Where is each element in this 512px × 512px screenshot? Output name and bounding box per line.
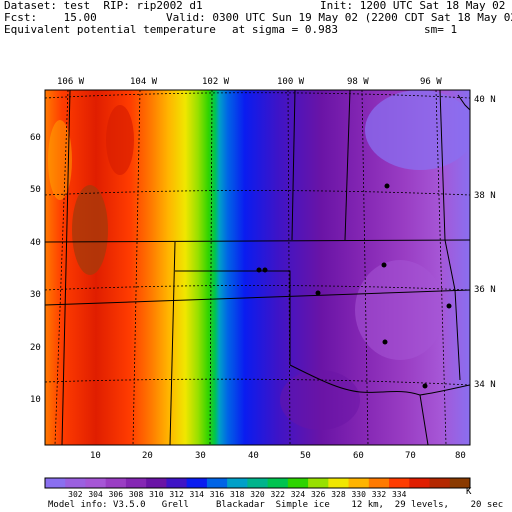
smoothing-label: sm= 1 xyxy=(424,23,458,36)
legend-swatch xyxy=(429,478,451,488)
y-tick-label: 60 xyxy=(30,133,41,143)
legend-value-label: 322 xyxy=(271,490,286,499)
station-dot xyxy=(384,183,390,189)
longitude-labels: 106 W 104 W 102 W 100 W 98 W 96 W xyxy=(57,77,442,87)
lon-label: 104 W xyxy=(130,77,158,87)
station-dot xyxy=(315,290,321,296)
x-axis-ticks: 10 20 30 40 50 60 70 80 xyxy=(90,451,466,461)
y-tick-label: 30 xyxy=(30,290,41,300)
legend-swatch xyxy=(206,478,228,488)
legend-value-label: 332 xyxy=(372,490,387,499)
field-name-label: Equivalent potential temperature xyxy=(4,23,216,36)
theta-e-field xyxy=(45,90,470,445)
legend-swatch xyxy=(368,478,390,488)
init-label: Init: 1200 UTC Sat 18 May 02 xyxy=(320,0,506,12)
lat-label: 36 N xyxy=(474,285,496,295)
legend-value-label: 326 xyxy=(311,490,326,499)
legend-swatch xyxy=(409,478,431,488)
legend-value-label: 302 xyxy=(68,490,83,499)
legend-swatch xyxy=(247,478,269,488)
legend-swatch xyxy=(125,478,147,488)
legend-swatch xyxy=(389,478,410,488)
legend-value-label: 306 xyxy=(109,490,124,499)
model-info-footer: Model info: V3.5.0 Grell Blackadar Simpl… xyxy=(48,500,504,510)
station-dot xyxy=(422,383,428,389)
legend-swatch xyxy=(45,478,66,488)
legend-swatch xyxy=(227,478,248,488)
valid-time-label: Valid: 0300 UTC Sun 19 May 02 (2200 CDT … xyxy=(166,11,512,24)
station-markers xyxy=(256,183,452,389)
latitude-labels: 40 N 38 N 36 N 34 N xyxy=(474,95,496,390)
legend-value-label: 304 xyxy=(88,490,103,499)
legend-value-label: 320 xyxy=(250,490,265,499)
station-dot xyxy=(382,339,388,345)
legend-unit: K xyxy=(466,487,472,497)
state-boundaries xyxy=(44,89,471,446)
x-tick-label: 80 xyxy=(455,451,466,461)
x-tick-label: 50 xyxy=(300,451,311,461)
legend-value-label: 334 xyxy=(392,490,407,499)
legend-outline xyxy=(44,477,471,489)
station-dot xyxy=(262,267,268,273)
legend-swatch xyxy=(449,478,471,488)
legend-labels: 302 304 306 308 310 312 314 316 318 320 322 324 326 3… xyxy=(68,490,406,499)
legend-swatch xyxy=(267,478,289,488)
legend-value-label: 312 xyxy=(169,490,184,499)
lat-label: 34 N xyxy=(474,380,496,390)
graticule xyxy=(44,89,471,446)
lat-label: 40 N xyxy=(474,95,496,105)
x-tick-label: 20 xyxy=(142,451,153,461)
x-tick-label: 70 xyxy=(405,451,416,461)
legend-value-label: 308 xyxy=(129,490,144,499)
legend-value-label: 318 xyxy=(230,490,245,499)
legend-swatch xyxy=(65,478,86,488)
legend-swatch xyxy=(328,478,350,488)
legend-swatch xyxy=(287,478,309,488)
y-tick-label: 50 xyxy=(30,185,41,195)
station-dot xyxy=(256,267,262,273)
x-tick-label: 40 xyxy=(248,451,259,461)
color-legend xyxy=(44,477,471,489)
legend-swatch xyxy=(85,478,107,488)
legend-swatch xyxy=(348,478,370,488)
station-dot xyxy=(446,303,452,309)
legend-swatch xyxy=(186,478,208,488)
x-tick-label: 10 xyxy=(90,451,101,461)
sigma-label: at sigma = 0.983 xyxy=(232,23,338,36)
legend-value-label: 316 xyxy=(210,490,225,499)
lon-label: 106 W xyxy=(57,77,85,87)
lon-label: 98 W xyxy=(347,77,369,87)
legend-swatch xyxy=(308,478,329,488)
y-axis-ticks: 10 20 30 40 50 60 xyxy=(30,133,41,405)
legend-swatch xyxy=(105,478,127,488)
dataset-label: Dataset: test RIP: rip2002 d1 xyxy=(4,0,203,12)
station-dot xyxy=(381,262,387,268)
legend-swatch xyxy=(166,478,188,488)
lat-label: 38 N xyxy=(474,191,496,201)
legend-swatch xyxy=(146,478,167,488)
x-tick-label: 30 xyxy=(195,451,206,461)
forecast-label: Fcst: 15.00 xyxy=(4,11,97,24)
legend-value-label: 324 xyxy=(291,490,306,499)
y-tick-label: 20 xyxy=(30,343,41,353)
lon-label: 96 W xyxy=(420,77,442,87)
legend-value-label: 314 xyxy=(190,490,205,499)
lon-label: 100 W xyxy=(277,77,305,87)
lon-label: 102 W xyxy=(202,77,230,87)
x-tick-label: 60 xyxy=(353,451,364,461)
legend-value-label: 330 xyxy=(351,490,366,499)
y-tick-label: 40 xyxy=(30,238,41,248)
legend-value-label: 328 xyxy=(331,490,346,499)
y-tick-label: 10 xyxy=(30,395,41,405)
legend-value-label: 310 xyxy=(149,490,164,499)
